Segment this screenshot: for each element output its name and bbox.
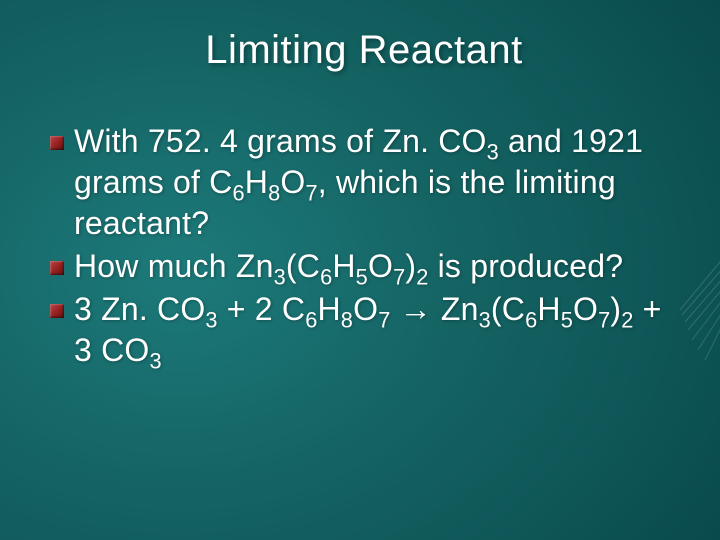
- bullet-item: With 752. 4 grams of Zn. CO3 and 1921 gr…: [50, 121, 680, 244]
- bullet-text: 3 Zn. CO3 + 2 C6H8O7 → Zn3(C6H5O7)2 + 3 …: [74, 289, 680, 371]
- bullet-text: With 752. 4 grams of Zn. CO3 and 1921 gr…: [74, 121, 680, 244]
- bullet-icon: [50, 261, 64, 275]
- bullet-icon: [50, 304, 64, 318]
- bullet-icon: [50, 136, 64, 150]
- slide: Limiting Reactant With 752. 4 grams of Z…: [0, 0, 720, 540]
- slide-body: With 752. 4 grams of Zn. CO3 and 1921 gr…: [48, 121, 680, 371]
- bullet-item: 3 Zn. CO3 + 2 C6H8O7 → Zn3(C6H5O7)2 + 3 …: [50, 289, 680, 371]
- slide-title: Limiting Reactant: [48, 28, 680, 73]
- bullet-item: How much Zn3(C6H5O7)2 is produced?: [50, 246, 680, 287]
- bullet-text: How much Zn3(C6H5O7)2 is produced?: [74, 246, 623, 287]
